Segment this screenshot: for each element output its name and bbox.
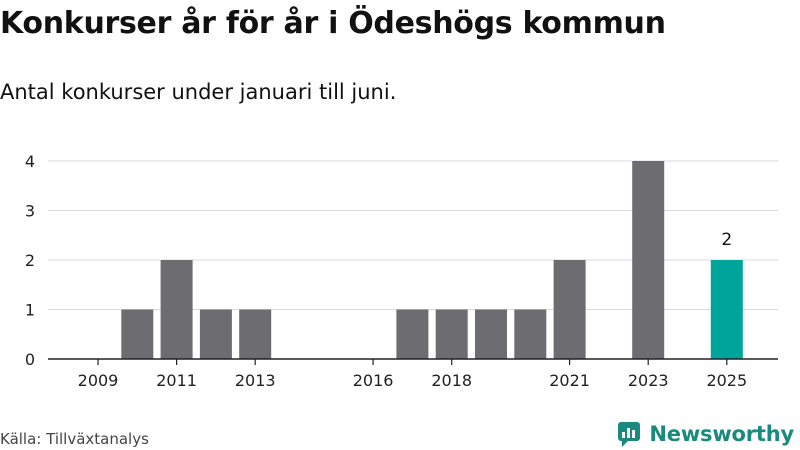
bar-2020 xyxy=(514,309,547,359)
brand-name: Newsworthy xyxy=(649,422,794,446)
x-tick-label: 2011 xyxy=(156,371,197,390)
x-tick-label: 2023 xyxy=(628,371,669,390)
bar-chart: 0 1 2 3 4 2 2009 2011 2013 2016 2018 2021 2023 2025 xyxy=(25,152,778,390)
value-label-2025: 2 xyxy=(721,230,732,250)
bar-2017 xyxy=(396,309,429,359)
newsworthy-logo-icon xyxy=(618,422,641,447)
bar-2010 xyxy=(121,309,154,359)
x-tick-label: 2018 xyxy=(431,371,472,390)
bar-2023 xyxy=(632,161,665,359)
brand-logo: Newsworthy xyxy=(617,419,794,449)
y-tick-label: 3 xyxy=(25,202,35,221)
chart-subtitle: Antal konkurser under januari till juni. xyxy=(0,80,397,104)
y-tick-label: 1 xyxy=(25,301,35,320)
x-tick-label: 2016 xyxy=(353,371,394,390)
y-tick-label: 4 xyxy=(25,152,35,171)
bar-2025 xyxy=(710,260,743,359)
bar-2018 xyxy=(435,309,468,359)
bar-2011 xyxy=(160,260,193,359)
chart-title: Konkurser år för år i Ödeshögs kommun xyxy=(0,6,666,41)
bar-2013 xyxy=(239,309,272,359)
x-tick-label: 2025 xyxy=(706,371,747,390)
x-tick-label: 2009 xyxy=(78,371,119,390)
y-tick-label: 0 xyxy=(25,350,35,369)
bar-2021 xyxy=(553,260,586,359)
source-note: Källa: Tillväxtanalys xyxy=(0,430,149,448)
x-tick-label: 2021 xyxy=(549,371,590,390)
bar-2012 xyxy=(199,309,232,359)
x-tick-label: 2013 xyxy=(235,371,276,390)
y-tick-label: 2 xyxy=(25,251,35,270)
bar-2019 xyxy=(475,309,507,359)
